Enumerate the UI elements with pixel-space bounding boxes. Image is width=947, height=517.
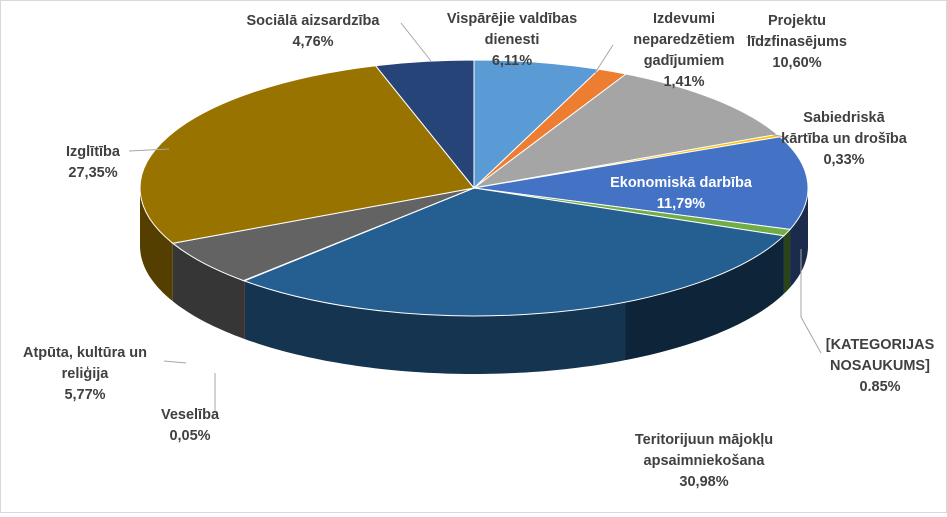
- pie-slice-9: [139, 65, 475, 244]
- side-wall-shade-5: [783, 229, 791, 294]
- value-label-2: 10,60%: [772, 55, 821, 71]
- leader-line-8: [163, 360, 187, 364]
- category-label-0: dienesti: [485, 32, 540, 48]
- value-label-8: 5,77%: [64, 387, 105, 403]
- category-label-2: līdzfinasējums: [747, 34, 847, 50]
- leader-line-5: [800, 249, 822, 354]
- value-label-4: 11,79%: [657, 196, 705, 212]
- leader-line-1: [594, 44, 614, 74]
- category-label-8: reliģija: [62, 366, 110, 382]
- category-label-10: Sociālā aizsardzība: [247, 13, 381, 29]
- category-label-1: gadījumiem: [644, 53, 725, 69]
- value-label-9: 27,35%: [68, 165, 117, 181]
- pie-slice-2: [473, 73, 779, 189]
- leader-line-9: [128, 148, 170, 152]
- side-wall-8: [172, 243, 244, 339]
- category-label-0: Vispārējie valdības: [447, 11, 577, 27]
- value-label-7: 0,05%: [169, 428, 210, 444]
- leader-line-2: [745, 36, 772, 42]
- side-wall-7: [243, 280, 245, 339]
- side-wall-shade-6: [625, 235, 784, 360]
- value-label-1: 1,41%: [663, 74, 704, 90]
- category-label-1: Izdevumi: [653, 11, 715, 27]
- category-label-7: Veselība: [161, 407, 220, 423]
- value-label-5: 0.85%: [859, 379, 900, 395]
- data-labels: Vispārējie valdības dienesti 6,11% Izdevumi…: [23, 11, 935, 490]
- pie-slice-6: [242, 187, 785, 317]
- pie-side-walls: [140, 188, 808, 374]
- pie-slice-4: [473, 136, 809, 230]
- value-label-6: 30,98%: [679, 474, 728, 490]
- value-label-0: 6,11%: [492, 53, 532, 69]
- value-label-3: 0,33%: [823, 152, 864, 168]
- pie-slice-0: [473, 59, 601, 190]
- category-label-6: Teritorijuun mājokļu: [635, 432, 773, 448]
- leader-line-10: [400, 22, 432, 62]
- category-label-9: Izglītība: [66, 144, 121, 160]
- category-label-3: Sabiedriskā: [803, 110, 885, 126]
- category-label-1: neparedzētiem: [633, 32, 735, 48]
- leader-line-3: [760, 131, 790, 139]
- category-label-2: Projektu: [768, 13, 826, 29]
- category-label-5: [KATEGORIJAS: [826, 337, 935, 353]
- category-label-5: NOSAUKUMS]: [830, 358, 930, 374]
- category-label-3: kārtība un drošība: [781, 131, 908, 147]
- category-label-8: Atpūta, kultūra un: [23, 345, 147, 361]
- category-label-6: apsaimniekošana: [644, 453, 766, 469]
- side-wall-shade-4: [790, 188, 808, 288]
- category-label-4: Ekonomiskā darbība: [610, 175, 753, 191]
- value-label-10: 4,76%: [292, 34, 333, 50]
- leader-lines: [128, 22, 822, 413]
- pie-top-faces: [139, 59, 809, 317]
- pie-slice-10: [374, 59, 475, 190]
